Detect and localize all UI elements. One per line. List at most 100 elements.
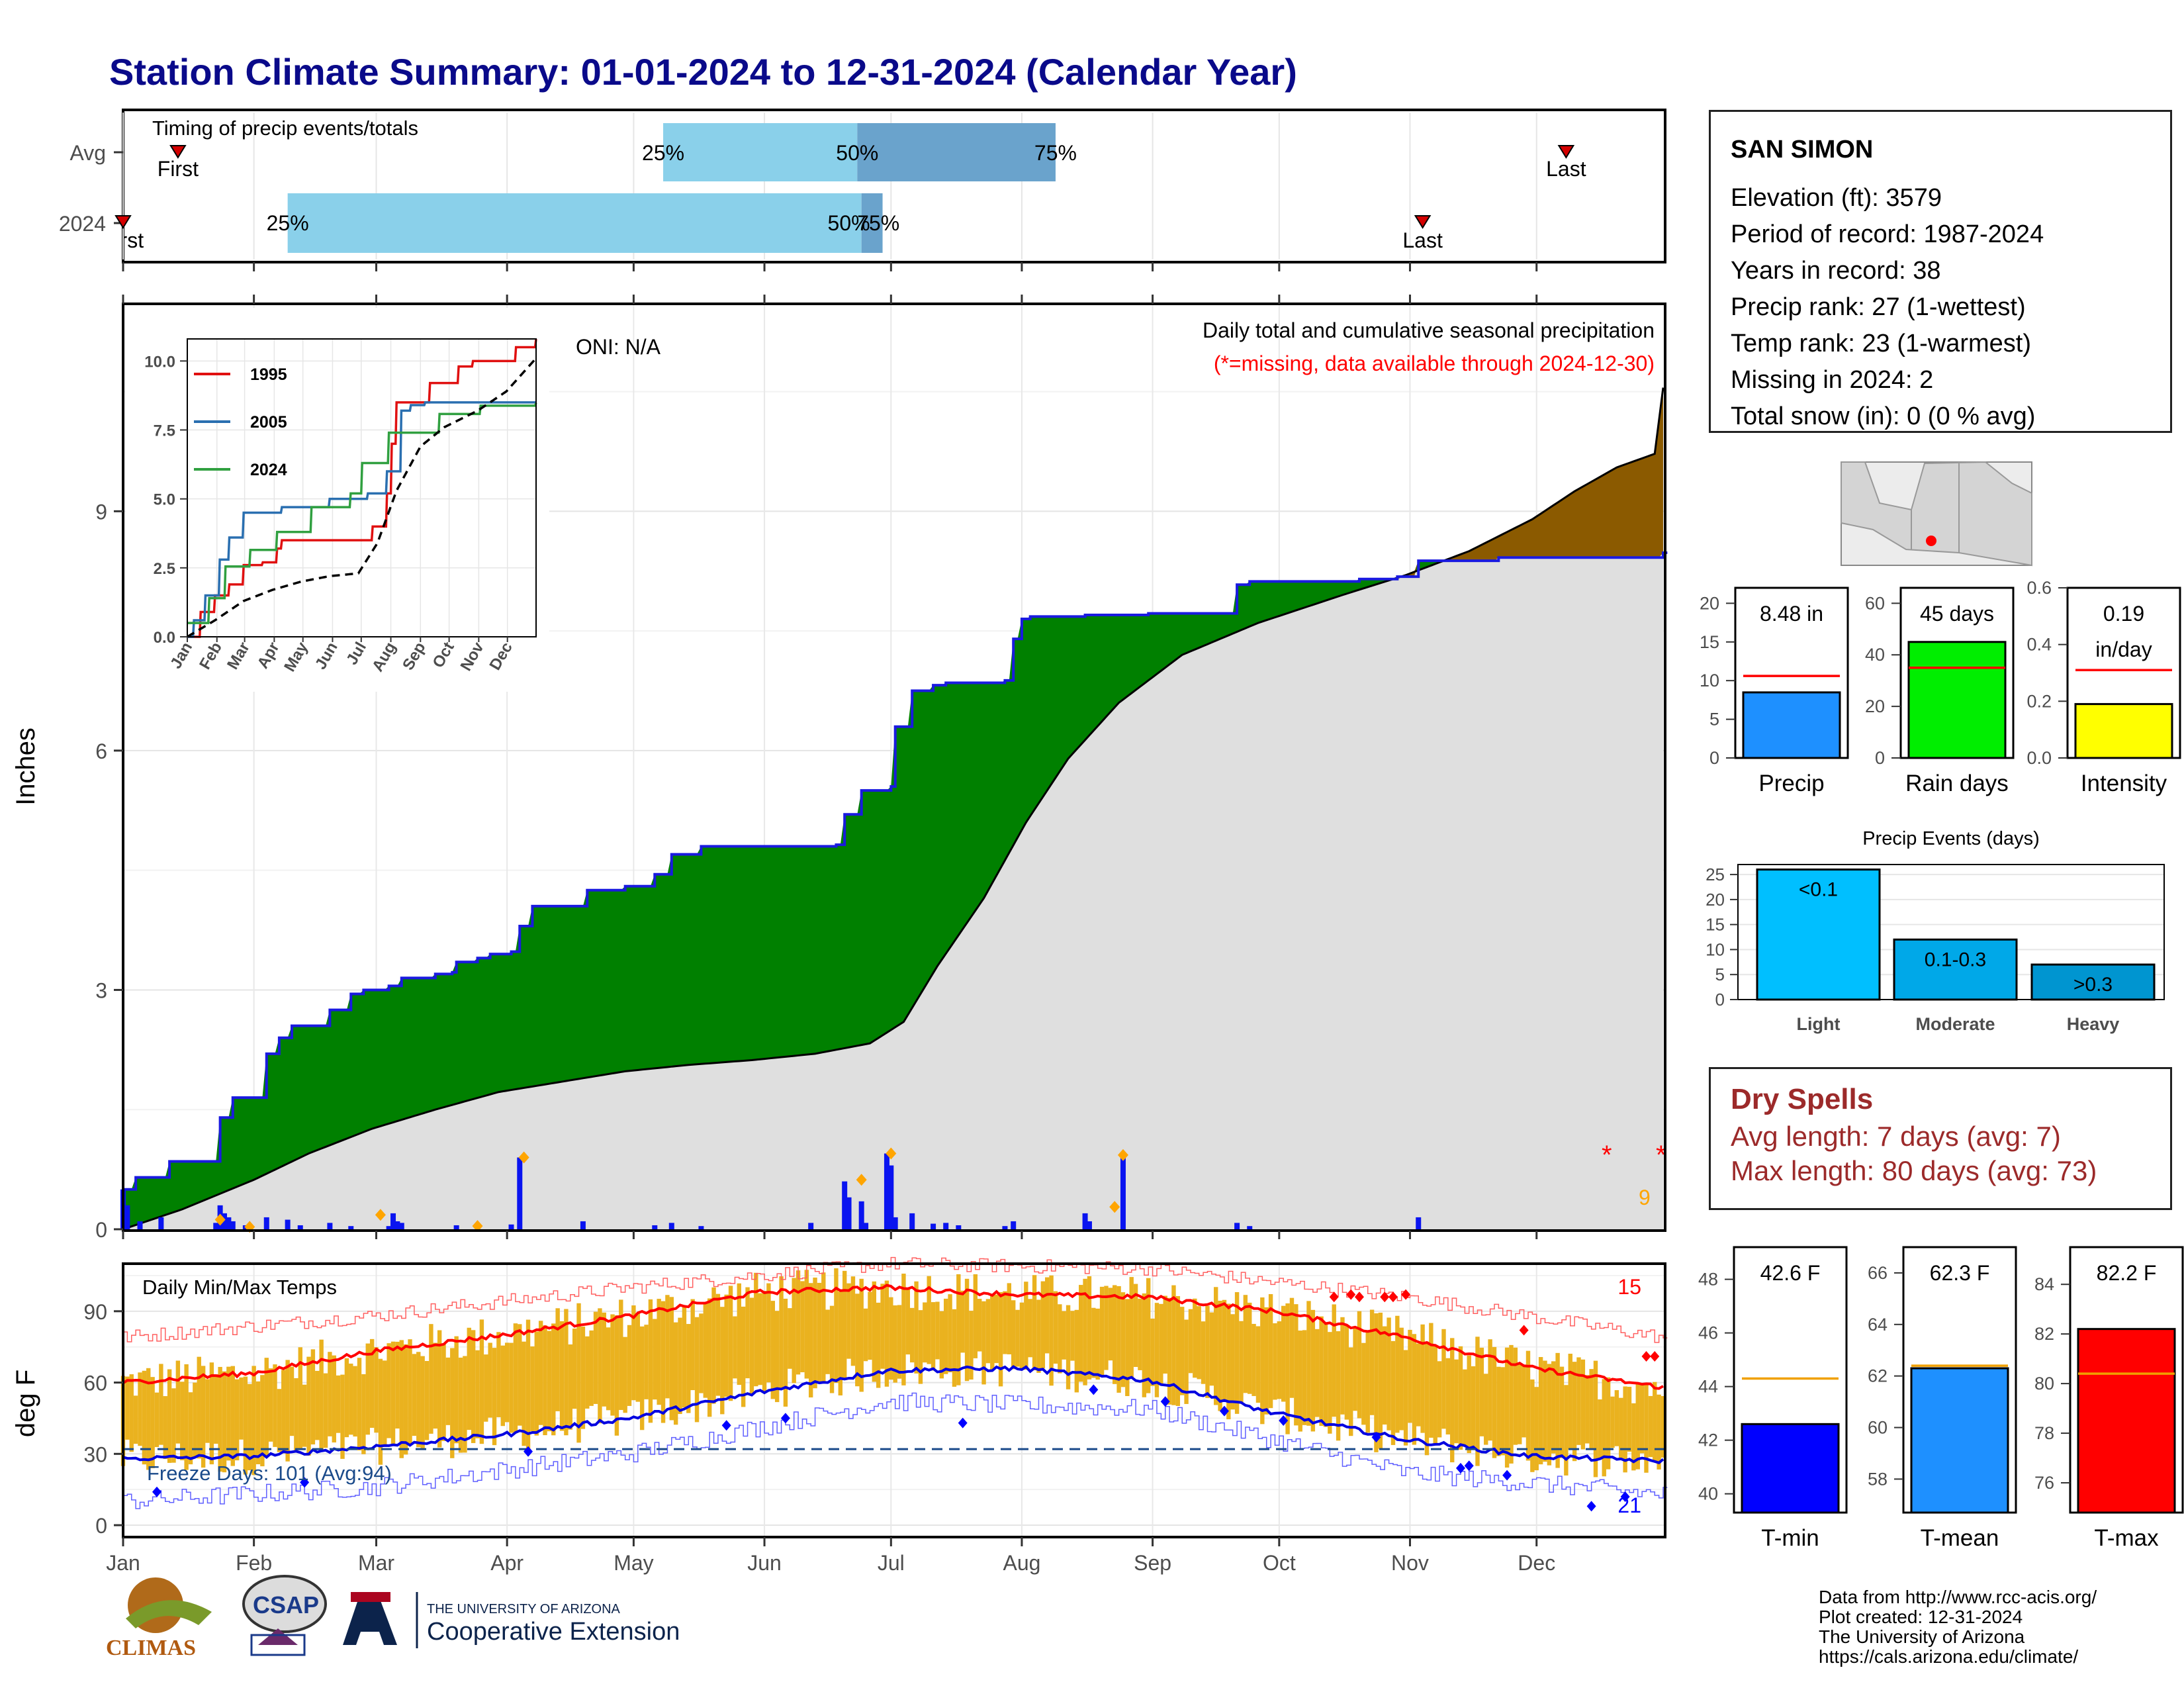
daily-temp-bar — [923, 1302, 927, 1363]
daily-temp-bar — [1024, 1282, 1028, 1370]
daily-temp-bar — [163, 1396, 167, 1460]
daily-temp-bar — [1193, 1298, 1197, 1378]
daily-temp-bar — [167, 1369, 172, 1463]
daily-temp-bar — [133, 1395, 138, 1444]
daily-temp-bar — [1653, 1382, 1657, 1462]
daily-temp-bar — [1538, 1357, 1543, 1465]
daily-temp-bar — [408, 1339, 412, 1446]
daily-temp-bar — [559, 1321, 565, 1431]
daily-temp-bar — [1479, 1347, 1484, 1436]
climas-swoosh — [126, 1600, 212, 1628]
daily-temp-bar — [285, 1360, 290, 1462]
stat-y-tick: 40 — [1865, 645, 1885, 665]
y-tick-label: 3 — [95, 978, 107, 1002]
daily-temp-bar — [1619, 1397, 1623, 1459]
daily-temp-bar — [682, 1307, 687, 1408]
daily-temp-bar — [1197, 1306, 1201, 1380]
stat-name: Intensity — [2081, 771, 2167, 796]
daily-precip-bar — [892, 1217, 898, 1229]
record-high-marker — [1354, 1291, 1364, 1303]
daily-temp-bar — [1154, 1303, 1160, 1397]
stat-bar — [1741, 1423, 1840, 1514]
freeze-days-label: Freeze Days: 101 (Avg:94) — [147, 1462, 392, 1485]
logos: CLIMAS CSAP THE UNIVERSITY OF ARIZONA Co… — [106, 1575, 680, 1660]
daily-temp-bar — [1458, 1346, 1463, 1450]
daily-temp-bar — [770, 1301, 776, 1399]
daily-temp-bar — [340, 1374, 345, 1459]
daily-temp-bar — [1564, 1385, 1569, 1476]
daily-temp-bar — [218, 1366, 222, 1472]
daily-temp-bar — [1328, 1332, 1332, 1434]
inset-line-2024 — [187, 402, 537, 624]
stat-name: T-min — [1761, 1525, 1819, 1551]
daily-temp-bar — [1205, 1305, 1210, 1398]
daily-temp-bar — [159, 1364, 163, 1445]
daily-precip-bar — [846, 1197, 852, 1229]
daily-temp-bar — [1403, 1350, 1408, 1446]
daily-precip-bar — [1002, 1226, 1008, 1229]
summary-bar-charts: 0 5 10 15 20 8.48 in Precip 0 20 40 60 45 days Rain … — [1698, 578, 2184, 1551]
daily-temp-bar — [492, 1348, 497, 1446]
stat-value-label: 0.19 — [2103, 602, 2144, 626]
daily-precip-bar — [394, 1221, 400, 1229]
daily-temp-bar — [1142, 1293, 1147, 1397]
daily-temp-bar — [289, 1366, 295, 1436]
stat-y-tick: 62 — [1868, 1366, 1888, 1386]
stat-name: Rain days — [1905, 771, 2009, 796]
daily-temp-bar — [821, 1272, 826, 1383]
daily-temp-bar — [653, 1319, 657, 1400]
daily-temp-bar — [302, 1384, 307, 1447]
daily-temp-bar — [125, 1376, 130, 1440]
year-timing-bar — [287, 193, 862, 253]
daily-temp-bar — [479, 1319, 484, 1444]
daily-temp-bar — [1534, 1387, 1539, 1471]
year-timing-bar — [861, 193, 883, 253]
daily-temp-bar — [1344, 1325, 1349, 1420]
daily-precip-bar — [1120, 1157, 1126, 1229]
daily-precip-bar — [888, 1165, 894, 1229]
daily-temp-bar — [1273, 1323, 1277, 1400]
daily-temp-bar — [1399, 1327, 1404, 1430]
daily-temp-bar — [1568, 1354, 1572, 1450]
record-marker — [1109, 1201, 1120, 1213]
stat-y-tick: 82 — [2034, 1324, 2054, 1344]
daily-temp-bar — [138, 1372, 142, 1446]
daily-temp-bar — [880, 1284, 885, 1369]
stat-y-tick: 5 — [1709, 710, 1719, 729]
legend-label: 1995 — [250, 365, 287, 384]
daily-temp-bar — [437, 1330, 442, 1448]
daily-temp-bar — [336, 1375, 341, 1433]
event-bar-label: >0.3 — [2073, 974, 2113, 996]
daily-temp-bar — [1133, 1284, 1138, 1368]
record-marker — [856, 1174, 867, 1186]
month-label: Jul — [878, 1551, 905, 1575]
daily-temp-bar — [1323, 1324, 1328, 1427]
daily-temp-bar — [357, 1358, 362, 1451]
avg-max-line — [122, 1284, 1664, 1390]
daily-temp-bar — [931, 1302, 936, 1371]
month-label: Jun — [747, 1551, 782, 1575]
daily-temp-bar — [1146, 1278, 1151, 1393]
y-tick-label: 60 — [83, 1372, 107, 1395]
daily-precip-bar — [884, 1153, 889, 1229]
dry-avg-length: Avg length: 7 days (avg: 7) — [1731, 1121, 2061, 1152]
daily-temp-bar — [893, 1305, 897, 1383]
event-bar — [1756, 868, 1881, 1001]
daily-temp-bar — [1116, 1286, 1121, 1393]
daily-temp-bar — [369, 1338, 375, 1428]
record-marker — [472, 1220, 483, 1233]
daily-temp-bar — [606, 1327, 611, 1411]
month-label: Jan — [106, 1551, 140, 1575]
daily-temp-bar — [635, 1313, 640, 1402]
daily-precip-bar — [230, 1221, 236, 1229]
daily-temp-bar — [1218, 1300, 1222, 1411]
daily-temp-bar — [1602, 1379, 1606, 1477]
daily-temp-bar — [488, 1342, 492, 1418]
stat-y-tick: 20 — [1865, 696, 1885, 716]
daily-precip-bar — [1011, 1221, 1017, 1229]
daily-temp-bar — [914, 1281, 919, 1374]
daily-precip-bar — [909, 1213, 915, 1229]
ua-line1: THE UNIVERSITY OF ARIZONA — [427, 1602, 621, 1617]
daily-temp-bar — [1113, 1285, 1117, 1384]
station-marker — [1926, 536, 1936, 546]
